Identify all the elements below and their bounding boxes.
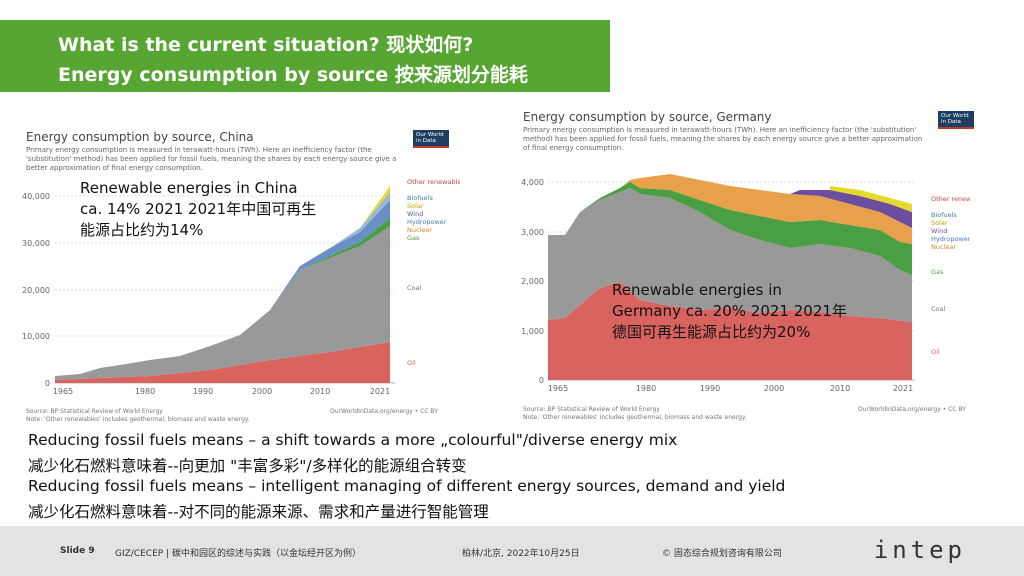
china-areas	[55, 186, 390, 383]
legend-oil: Oil	[931, 348, 940, 356]
china-credit[interactable]: OurWorldInData.org/energy • CC BY	[330, 408, 438, 415]
china-xtick: 1980	[135, 387, 155, 396]
china-ytick: 40,000	[22, 192, 50, 201]
paragraph-4: 减少化石燃料意味着--对不同的能源来源、需求和产量进行智能管理	[28, 503, 489, 521]
china-source: Source: BP Statistical Review of World E…	[26, 408, 163, 415]
china-area-solar	[360, 186, 390, 228]
china-ytick: 30,000	[22, 239, 50, 248]
intep-logo: intep	[873, 536, 966, 564]
china-xtick: 1965	[53, 387, 73, 396]
china-xtick: 2000	[252, 387, 272, 396]
footer-copyright: © 固态综合规划咨询有限公司	[662, 549, 782, 559]
germany-overlay-text: Renewable energies in Germany ca. 20% 20…	[612, 281, 847, 341]
china-chart-title: Energy consumption by source, China	[26, 130, 254, 144]
germany-xtick: 2000	[764, 384, 784, 393]
china-area-coal	[55, 226, 390, 380]
germany-ytick: 0	[539, 376, 544, 385]
china-overlay-text: Renewable energies in China ca. 14% 2021…	[80, 179, 317, 239]
germany-area-nuclear	[620, 174, 912, 244]
paragraph-1: Reducing fossil fuels means – a shift to…	[28, 431, 678, 449]
legend-gas: Gas	[931, 268, 944, 276]
legend-nuclear: Nuclear	[931, 243, 956, 251]
slide-title-line2: Energy consumption by source 按来源划分能耗	[58, 64, 528, 86]
china-chart-plot: 40,000 30,000 20,000 10,000 0 1965 1980 …	[22, 178, 460, 396]
germany-xtick: 1990	[700, 384, 720, 393]
germany-legend: Other renewables Biofuels Solar Wind Hyd…	[931, 195, 970, 356]
legend-wind: Wind	[931, 227, 947, 235]
china-ytick: 10,000	[22, 332, 50, 341]
legend-hydro: Hydropower	[931, 235, 970, 243]
germany-note: Note: 'Other renewables' includes geothe…	[523, 414, 747, 421]
china-note: Note: 'Other renewables' includes geothe…	[26, 416, 250, 423]
germany-xtick: 1965	[548, 384, 568, 393]
germany-xtick: 2021	[893, 384, 913, 393]
legend-solar: Solar	[931, 219, 948, 227]
legend-oil: Oil	[407, 359, 416, 367]
germany-chart-subtitle: Primary energy consumption is measured i…	[523, 126, 923, 152]
owid-logo[interactable]: Our World in Data	[938, 111, 974, 129]
china-area-hydro	[270, 200, 390, 310]
germany-chart-plot: 4,000 3,000 2,000 1,000 0 1965 1980 1990…	[521, 174, 970, 393]
germany-area-gas	[580, 182, 912, 275]
germany-areas	[548, 174, 912, 380]
germany-area-oil	[548, 282, 912, 380]
china-ytick: 20,000	[22, 286, 50, 295]
germany-xtick: 1980	[636, 384, 656, 393]
legend-biofuels: Biofuels	[407, 194, 433, 202]
germany-credit[interactable]: OurWorldInData.org/energy • CC BY	[858, 406, 966, 413]
china-xtick: 2010	[310, 387, 330, 396]
china-chart-subtitle: Primary energy consumption is measured i…	[26, 146, 397, 172]
germany-area-wind	[790, 190, 912, 228]
paragraph-3: Reducing fossil fuels means – intelligen…	[28, 477, 786, 495]
legend-wind: Wind	[407, 210, 423, 218]
germany-ytick: 1,000	[521, 327, 544, 336]
germany-area-solar	[830, 186, 912, 212]
slide-title-banner: What is the current situation? 现状如何? Ene…	[0, 20, 610, 92]
footer: Slide 9 GIZ/CECEP | 碳中和园区的综述与实践（以金坛经开区为例…	[0, 526, 1024, 576]
legend-other: Other renewables	[931, 195, 970, 203]
germany-ytick: 4,000	[521, 178, 544, 187]
legend-solar: Solar	[407, 202, 424, 210]
china-x-axis: 1965 1980 1990 2000 2010 2021	[53, 387, 390, 396]
footer-location: 柏林/北京, 2022年10月25日	[462, 549, 580, 559]
legend-biofuels: Biofuels	[931, 211, 957, 219]
germany-ytick: 2,000	[521, 277, 544, 286]
legend-coal: Coal	[931, 305, 945, 313]
paragraph-2: 减少化石燃料意味着--向更加 "丰富多彩"/多样化的能源组合转变	[28, 457, 467, 475]
germany-source: Source: BP Statistical Review of World E…	[523, 406, 660, 413]
legend-coal: Coal	[407, 284, 421, 292]
legend-other: Other renewables	[407, 178, 460, 186]
legend-hydro: Hydropower	[407, 218, 447, 226]
legend-gas: Gas	[407, 234, 420, 242]
slide-title-line1: What is the current situation? 现状如何?	[58, 34, 474, 56]
china-xtick: 1990	[193, 387, 213, 396]
china-legend: Other renewables Biofuels Solar Wind Hyd…	[407, 178, 460, 367]
germany-ytick: 3,000	[521, 228, 544, 237]
germany-xtick: 2010	[830, 384, 850, 393]
china-ytick: 0	[45, 379, 50, 388]
germany-x-axis: 1965 1980 1990 2000 2010 2021	[548, 384, 913, 393]
owid-logo[interactable]: Our World in Data	[413, 130, 449, 148]
legend-nuclear: Nuclear	[407, 226, 432, 234]
china-area-oil	[55, 342, 390, 383]
germany-area-coal	[548, 188, 912, 322]
china-xtick: 2021	[370, 387, 390, 396]
footer-project: GIZ/CECEP | 碳中和园区的综述与实践（以金坛经开区为例）	[115, 549, 361, 559]
slide-number: Slide 9	[60, 546, 95, 556]
germany-chart-title: Energy consumption by source, Germany	[523, 110, 772, 124]
